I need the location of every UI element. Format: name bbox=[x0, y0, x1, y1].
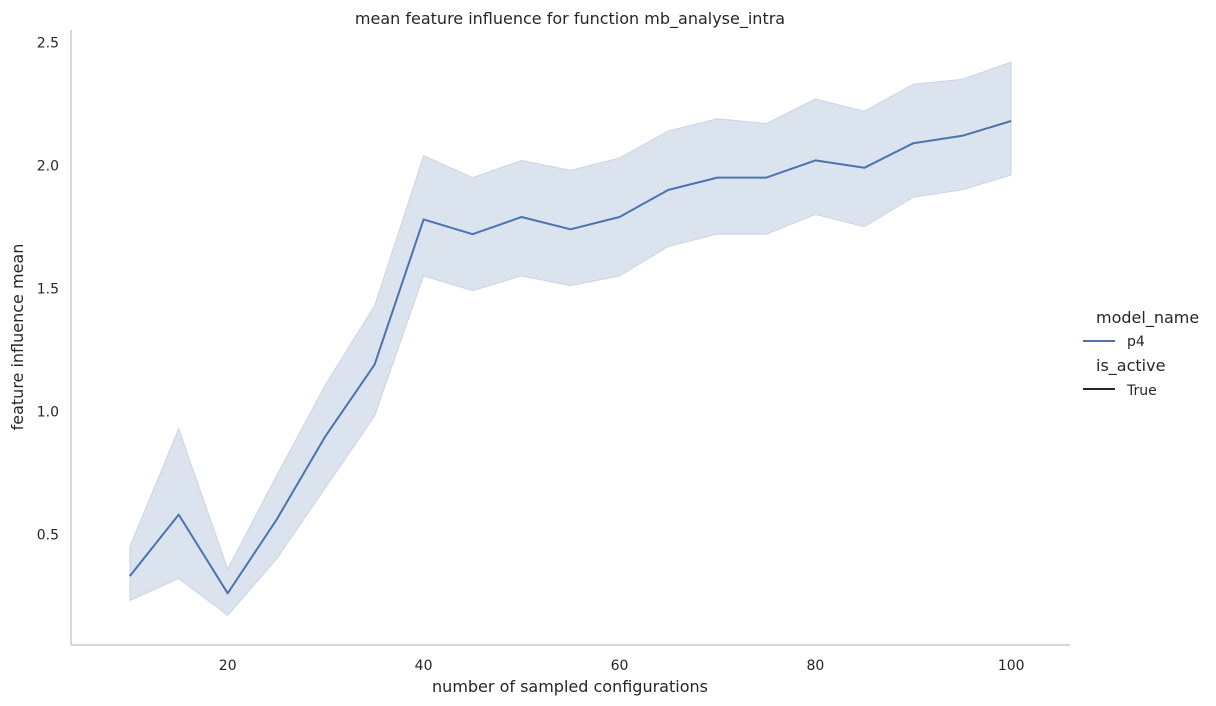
x-axis-ticks: 20 40 60 80 100 bbox=[219, 658, 1025, 674]
plot-area bbox=[129, 61, 1012, 617]
series-line-p4 bbox=[129, 120, 1012, 595]
legend-entry-true: True bbox=[1126, 383, 1157, 399]
x-tick-label: 80 bbox=[806, 658, 824, 674]
x-tick-label: 40 bbox=[415, 658, 433, 674]
x-tick-label: 60 bbox=[611, 658, 629, 674]
legend-style-title: is_active bbox=[1096, 356, 1165, 376]
y-tick-label: 2.0 bbox=[37, 158, 59, 174]
x-tick-label: 20 bbox=[219, 658, 237, 674]
y-tick-label: 1.0 bbox=[37, 404, 59, 420]
y-axis-ticks: 0.5 1.0 1.5 2.0 2.5 bbox=[37, 35, 59, 543]
chart-title: mean feature influence for function mb_a… bbox=[355, 9, 785, 29]
legend-entry-p4: p4 bbox=[1127, 334, 1145, 350]
y-tick-label: 2.5 bbox=[37, 35, 59, 51]
y-tick-label: 1.5 bbox=[37, 281, 59, 297]
x-axis-label: number of sampled configurations bbox=[432, 677, 708, 696]
y-tick-label: 0.5 bbox=[37, 527, 59, 543]
legend: model_name p4 is_active True bbox=[1083, 308, 1199, 399]
confidence-band bbox=[129, 61, 1012, 617]
x-tick-label: 100 bbox=[998, 658, 1025, 674]
legend-hue-title: model_name bbox=[1096, 308, 1199, 328]
y-axis-label: feature influence mean bbox=[8, 244, 27, 431]
